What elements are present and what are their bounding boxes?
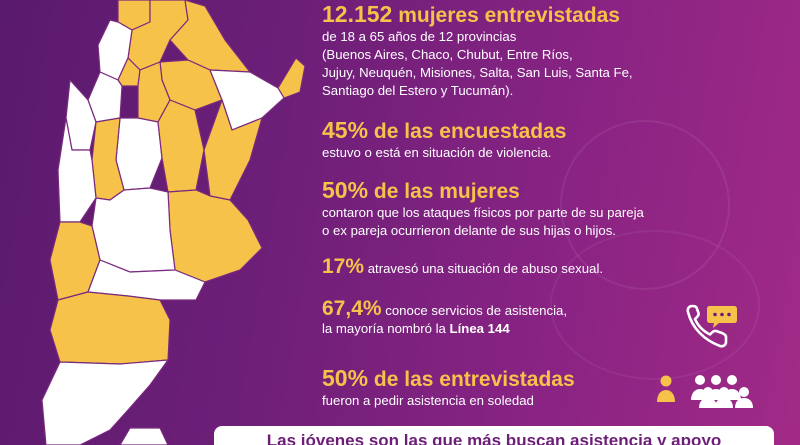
stat-label: de las encuestadas (373, 120, 567, 143)
phone-chat-icon (686, 304, 737, 348)
stat-alone: 50% de las entrevistadas fueron a pedir … (322, 366, 575, 410)
desc-line: contaron que los ataques físicos por par… (322, 205, 644, 220)
footer-banner: Las jóvenes son las que más buscan asist… (214, 426, 774, 445)
stat-label: de las mujeres (373, 180, 520, 203)
stat-headline: 50% de las mujeres (322, 178, 644, 204)
desc-line: Santiago del Estero y Tucumán). (322, 83, 514, 98)
stat-headline: 17% atravesó una situación de abuso sexu… (322, 255, 604, 278)
province-cordoba (115, 117, 163, 191)
stat-number: 17% (322, 255, 365, 278)
desc-prefix: la mayoría nombró la (322, 321, 446, 336)
background-decoration (550, 230, 760, 380)
province-buenosaires (167, 189, 263, 283)
stat-description: fueron a pedir asistencia en soledad (322, 393, 534, 408)
desc-line: o ex pareja ocurrieron delante de sus hi… (322, 223, 616, 238)
stat-description-line2: la mayoría nombró la Línea 144 (322, 320, 567, 338)
desc-line: (Buenos Aires, Chaco, Chubut, Entre Ríos… (322, 47, 573, 62)
province-misiones (277, 57, 306, 99)
stat-number: 67,4% (322, 297, 382, 320)
stat-label: de las entrevistadas (373, 368, 575, 391)
helpline-name: Línea 144 (449, 321, 510, 336)
stat-headline: 50% de las entrevistadas (322, 366, 575, 392)
stat-description: contaron que los ataques físicos por par… (322, 204, 644, 240)
stat-number: 45% (322, 117, 369, 143)
stat-headline: 45% de las encuestadas (322, 118, 567, 144)
desc-line: de 18 a 65 años de 12 provincias (322, 29, 517, 44)
stat-description: atravesó una situación de abuso sexual. (367, 261, 604, 276)
people-group-icon (657, 375, 753, 408)
stat-abuse: 17% atravesó una situación de abuso sexu… (322, 255, 604, 278)
desc-line: Jujuy, Neuquén, Misiones, Salta, San Lui… (322, 65, 633, 80)
province-santafe (157, 99, 205, 193)
stat-description: de 18 a 65 años de 12 provincias (Buenos… (322, 28, 633, 100)
stat-headline: 12.152 mujeres entrevistadas (322, 2, 633, 28)
stat-attacks: 50% de las mujeres contaron que los ataq… (322, 178, 644, 240)
stat-number: 50% (322, 177, 369, 203)
province-tierradelfuego (119, 427, 169, 445)
stat-headline: 67,4% conoce servicios de asistencia, (322, 297, 568, 320)
province-chubut (49, 291, 171, 365)
argentina-map (41, 0, 306, 445)
stat-interviewed: 12.152 mujeres entrevistadas de 18 a 65 … (322, 2, 633, 100)
stat-number: 50% (322, 365, 369, 391)
stat-number: 12.152 (322, 1, 393, 27)
stat-description: estuvo o está en situación de violencia. (322, 145, 552, 160)
province-lapampa (91, 187, 176, 273)
stat-services: 67,4% conoce servicios de asistencia, la… (322, 297, 568, 338)
province-santacruz (41, 359, 169, 445)
stat-description: conoce servicios de asistencia, (385, 303, 568, 318)
stat-violence: 45% de las encuestadas estuvo o está en … (322, 118, 567, 162)
province-tucuman (117, 57, 141, 87)
stat-label: mujeres entrevistadas (398, 4, 620, 27)
